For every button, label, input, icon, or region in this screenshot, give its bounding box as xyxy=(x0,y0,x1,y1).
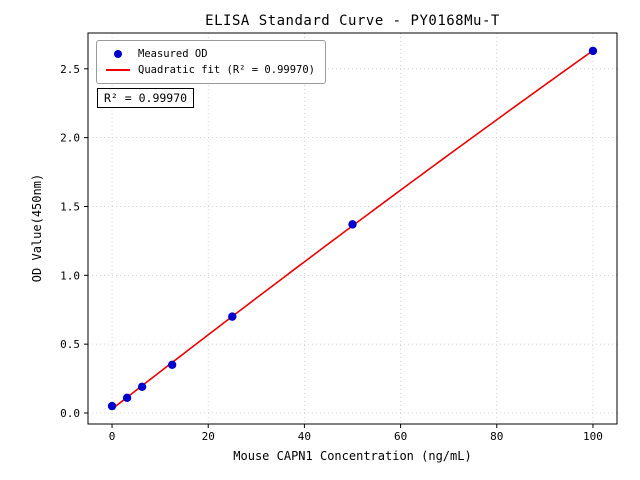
y-tick-label: 2.0 xyxy=(60,132,80,145)
data-point xyxy=(228,312,237,321)
legend-item-measured: Measured OD xyxy=(105,46,315,62)
legend-label-fit: Quadratic fit (R² = 0.99970) xyxy=(138,64,316,76)
x-tick-label: 100 xyxy=(583,430,603,443)
r-squared-annotation: R² = 0.99970 xyxy=(97,88,195,108)
y-tick-label: 0.0 xyxy=(60,407,80,420)
x-tick-label: 0 xyxy=(109,430,116,443)
y-tick-label: 2.5 xyxy=(60,63,80,76)
measured-od-dot-icon xyxy=(114,50,122,58)
y-tick-label: 1.0 xyxy=(60,269,80,282)
data-point xyxy=(348,220,357,229)
data-point xyxy=(137,382,147,392)
x-tick-label: 80 xyxy=(490,430,503,443)
data-point xyxy=(588,46,598,56)
y-tick-label: 1.5 xyxy=(60,200,80,213)
legend-label-measured: Measured OD xyxy=(138,48,208,60)
y-axis-label: OD Value(450nm) xyxy=(30,173,44,283)
x-axis-label: Mouse CAPN1 Concentration (ng/mL) xyxy=(233,449,472,463)
y-tick-label: 0.5 xyxy=(60,338,80,351)
legend-item-fit: Quadratic fit (R² = 0.99970) xyxy=(105,62,315,78)
legend-marker-line xyxy=(105,69,131,71)
x-tick-label: 20 xyxy=(202,430,215,443)
x-tick-label: 40 xyxy=(298,430,311,443)
data-point xyxy=(122,393,132,403)
chart-title: ELISA Standard Curve - PY0168Mu-T xyxy=(205,13,500,29)
plot-border xyxy=(87,32,618,425)
legend: Measured OD Quadratic fit (R² = 0.99970) xyxy=(96,40,327,84)
data-point xyxy=(167,360,177,369)
fit-line-icon xyxy=(106,69,130,71)
data-point xyxy=(107,401,117,411)
x-tick-label: 60 xyxy=(394,430,407,443)
legend-marker-dot xyxy=(105,50,131,58)
